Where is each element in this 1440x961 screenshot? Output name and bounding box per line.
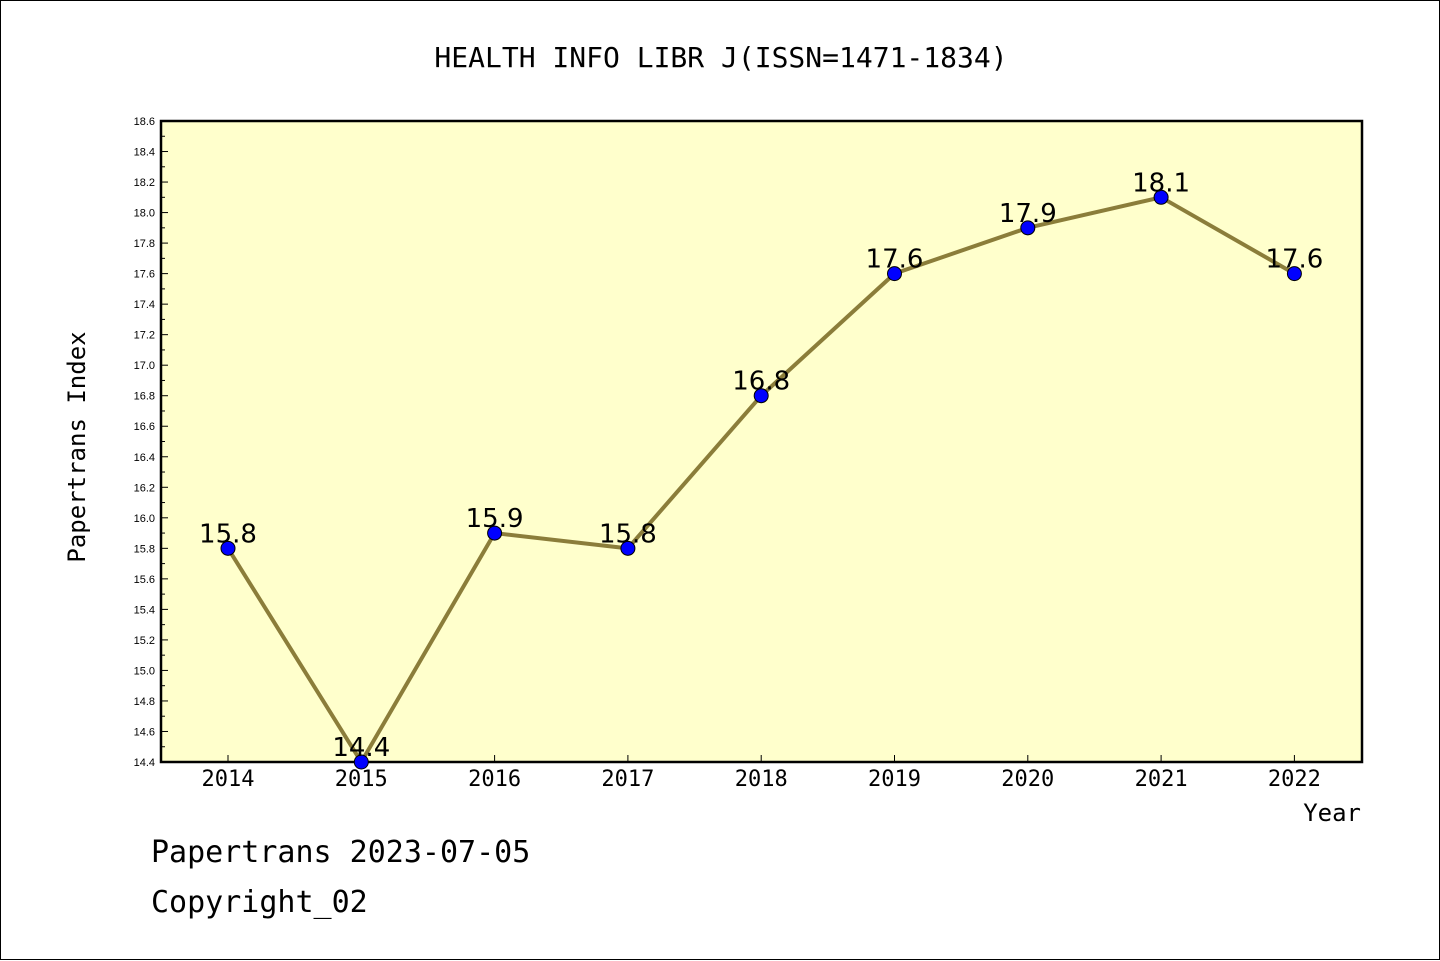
y-tick-label: 18.4: [134, 147, 155, 159]
y-tick-label: 16.6: [134, 421, 155, 433]
y-tick-label: 18.0: [134, 208, 155, 220]
data-value-label: 17.6: [1265, 245, 1323, 275]
x-tick-label: 2021: [1135, 767, 1188, 792]
data-point-marker: [353, 754, 369, 770]
data-point-marker: [1286, 266, 1302, 282]
data-markers: [220, 189, 1302, 770]
y-tick-label: 17.2: [134, 330, 155, 342]
y-tick-label: 16.0: [134, 513, 155, 525]
y-tick-label: 16.8: [134, 391, 155, 403]
y-tick-label: 17.6: [134, 269, 155, 281]
y-tick-label: 15.6: [134, 574, 155, 586]
y-tick-label: 15.0: [134, 665, 155, 677]
data-value-label: 17.9: [999, 199, 1057, 229]
y-tick-label: 17.0: [134, 360, 155, 372]
data-value-label: 17.6: [866, 245, 924, 275]
data-point-marker: [487, 525, 503, 541]
y-tick-label: 14.6: [134, 726, 155, 738]
chart-title: HEALTH INFO LIBR J(ISSN=1471-1834): [434, 41, 1007, 74]
y-tick-label: 14.4: [134, 757, 155, 769]
y-tick-label: 16.4: [134, 452, 155, 464]
x-axis: 2014 2015 2016 2017 2018 2019 2020 2021 2022: [202, 755, 1321, 792]
x-tick-label: 2017: [601, 767, 654, 792]
footer-copyright: Copyright_02: [151, 885, 368, 920]
x-tick-label: 2014: [202, 767, 255, 792]
y-tick-label: 14.8: [134, 696, 155, 708]
x-tick-label: 2020: [1001, 767, 1054, 792]
data-value-label: 14.4: [332, 733, 390, 763]
y-tick-label: 17.4: [134, 299, 155, 311]
y-axis-label: Papertrans Index: [63, 331, 91, 562]
x-tick-label: 2016: [468, 767, 521, 792]
footer-date: Papertrans 2023-07-05: [151, 835, 531, 870]
y-tick-label: 15.8: [134, 543, 155, 555]
data-point-marker: [220, 540, 236, 556]
x-axis-label: Year: [1303, 799, 1361, 827]
data-value-label: 15.8: [599, 519, 657, 549]
data-point-marker: [1020, 220, 1036, 236]
x-tick-label: 2019: [868, 767, 921, 792]
data-point-marker: [620, 540, 636, 556]
data-point-marker: [887, 266, 902, 282]
x-tick-label: 2015: [335, 767, 388, 792]
data-point-marker: [1153, 189, 1169, 205]
y-tick-label: 18.6: [134, 116, 155, 128]
x-tick-label: 2022: [1268, 767, 1321, 792]
data-value-label: 18.1: [1132, 168, 1190, 198]
y-tick-label: 18.2: [134, 177, 155, 189]
data-value-label: 15.9: [466, 504, 524, 534]
y-tick-label: 15.2: [134, 635, 155, 647]
data-point-marker: [753, 388, 769, 404]
x-tick-label: 2018: [735, 767, 788, 792]
data-labels: 15.8 14.4 15.9 15.8 16.8 17.6 17.9 18.1 17.6: [199, 168, 1323, 763]
data-value-label: 15.8: [199, 519, 257, 549]
y-tick-label: 15.4: [134, 604, 155, 616]
y-axis: 14.4 14.6 14.8 15.0 15.2 15.4 15.6 15.8 16.0 16.2…: [134, 116, 168, 769]
y-tick-label: 16.2: [134, 482, 155, 494]
plot-area: [159, 119, 1364, 764]
data-value-label: 16.8: [732, 367, 790, 397]
y-tick-label: 17.8: [134, 238, 155, 250]
